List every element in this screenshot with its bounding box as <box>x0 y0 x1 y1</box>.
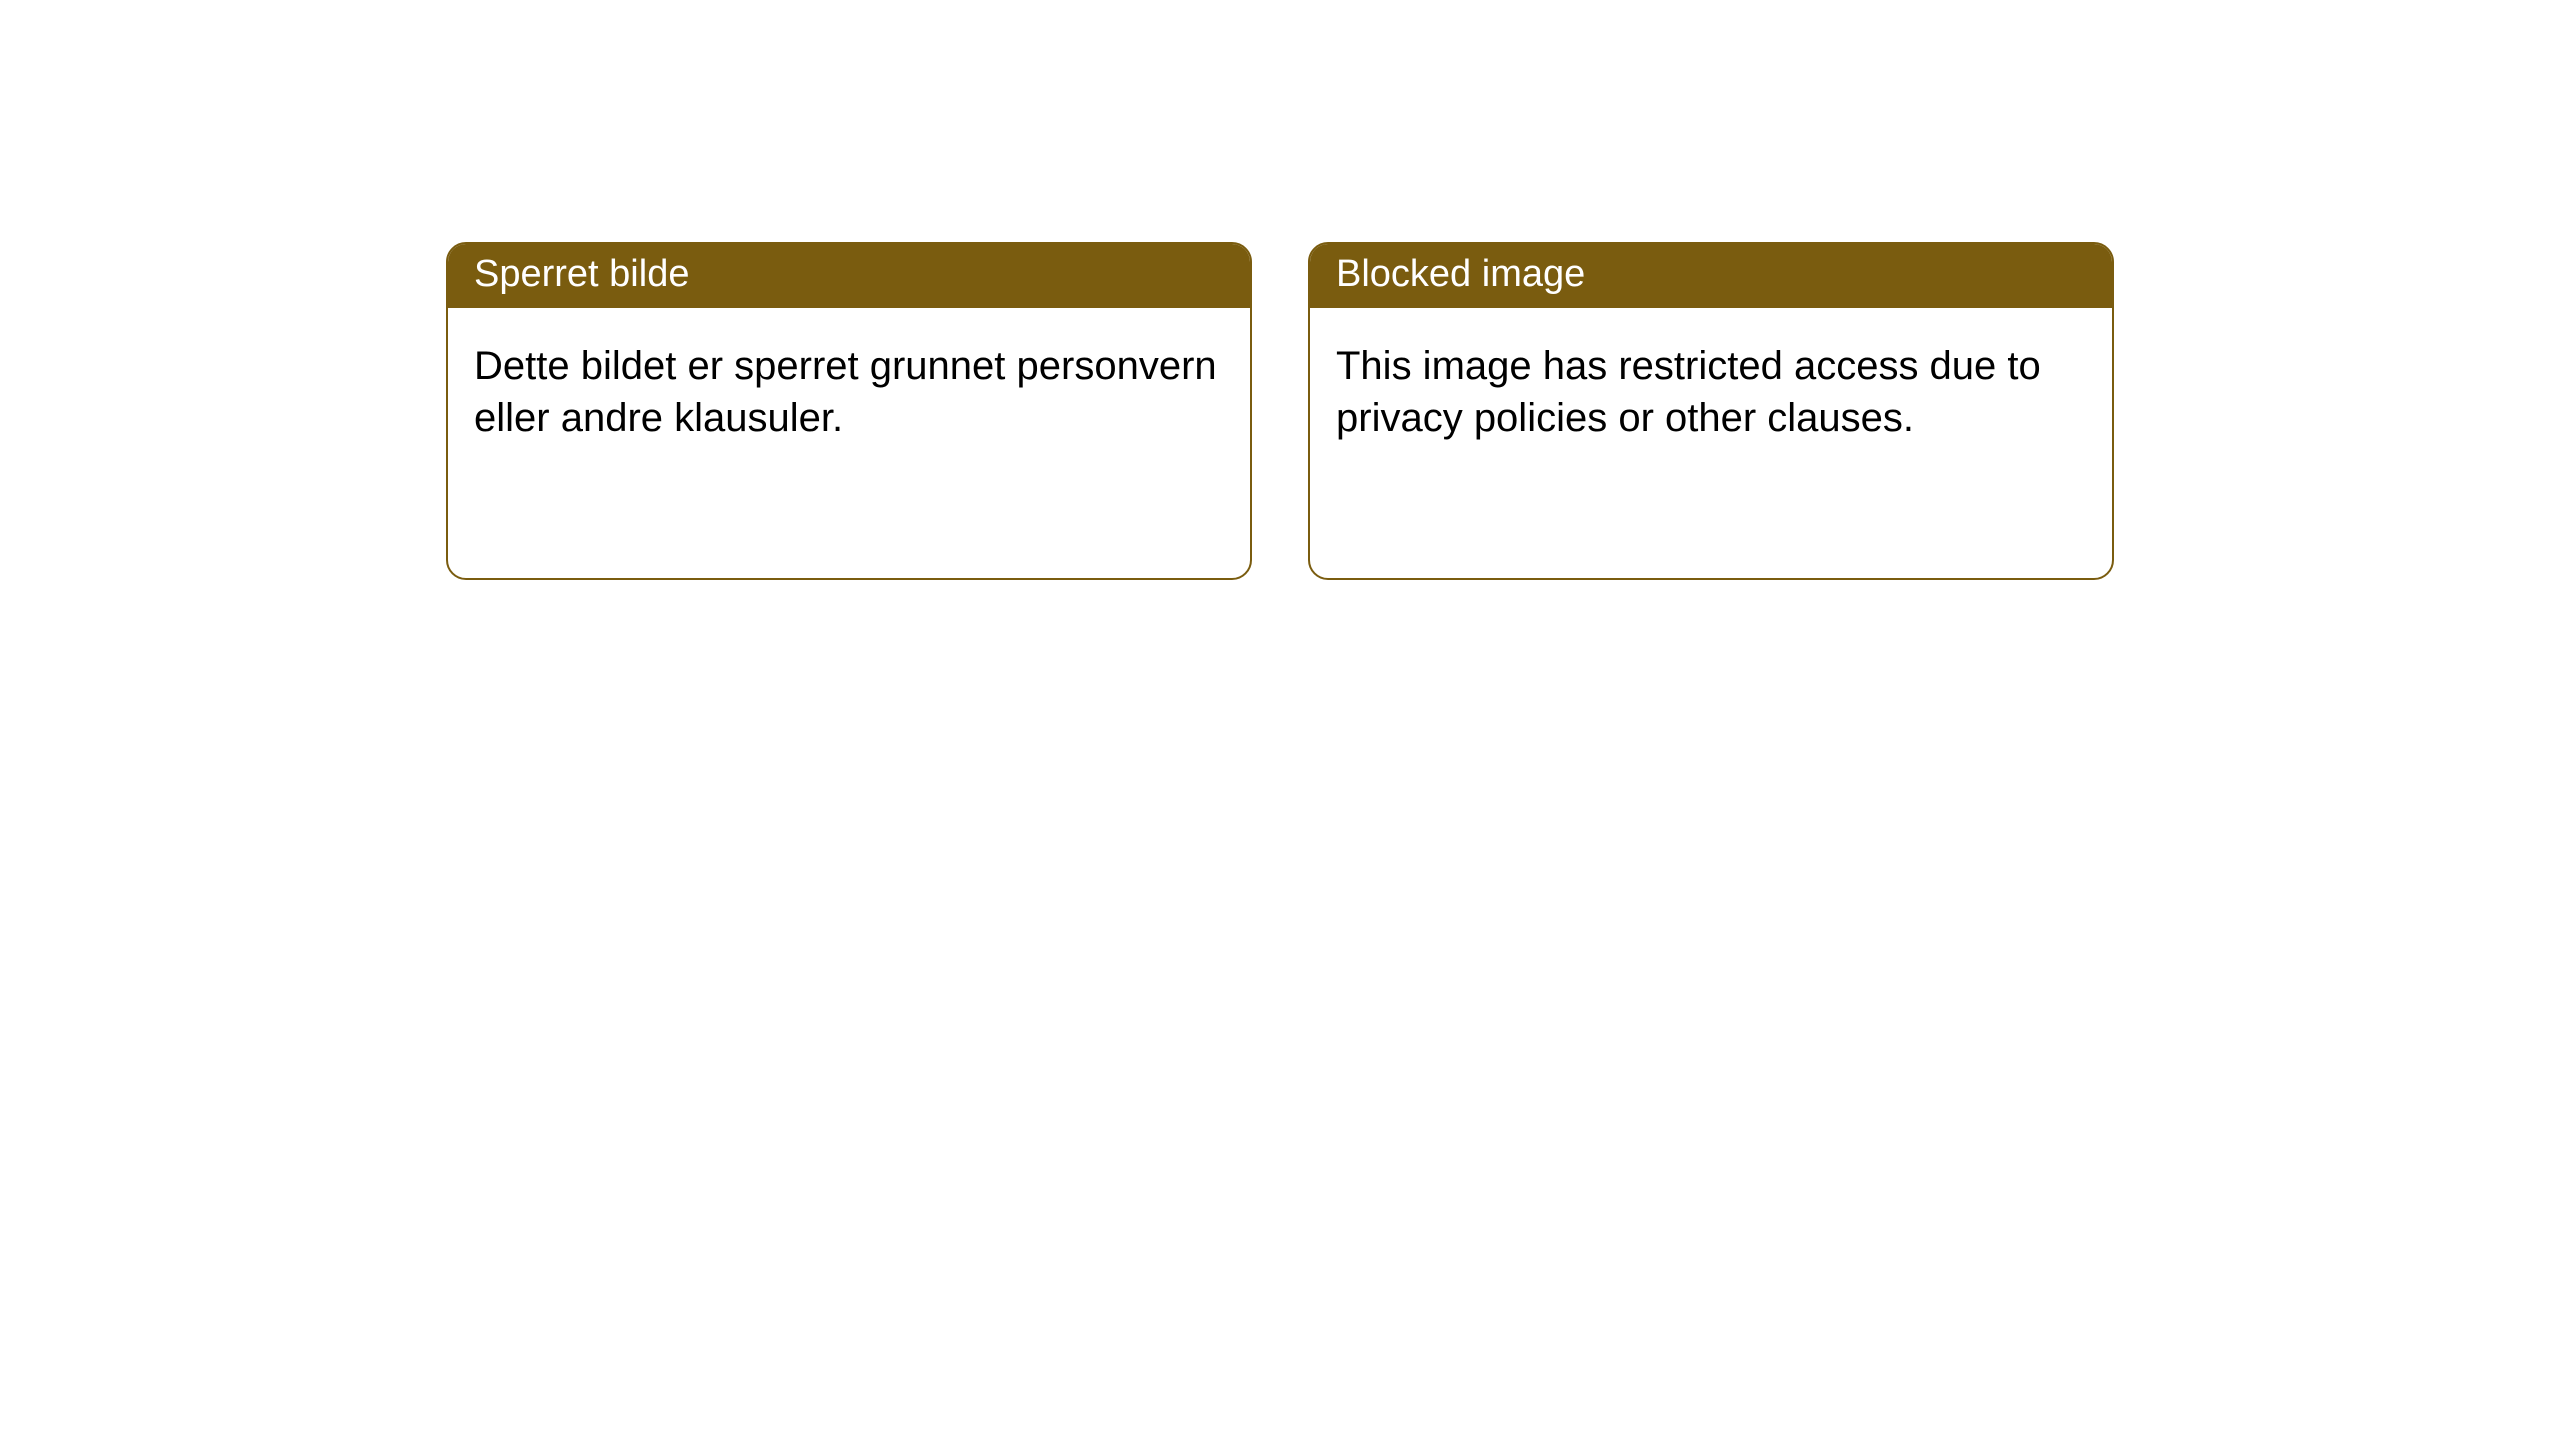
notice-card-english: Blocked image This image has restricted … <box>1308 242 2114 580</box>
notice-title: Sperret bilde <box>448 244 1250 308</box>
notice-body: Dette bildet er sperret grunnet personve… <box>448 308 1250 476</box>
notice-card-norwegian: Sperret bilde Dette bildet er sperret gr… <box>446 242 1252 580</box>
notice-body: This image has restricted access due to … <box>1310 308 2112 476</box>
notice-row: Sperret bilde Dette bildet er sperret gr… <box>0 0 2560 580</box>
notice-title: Blocked image <box>1310 244 2112 308</box>
